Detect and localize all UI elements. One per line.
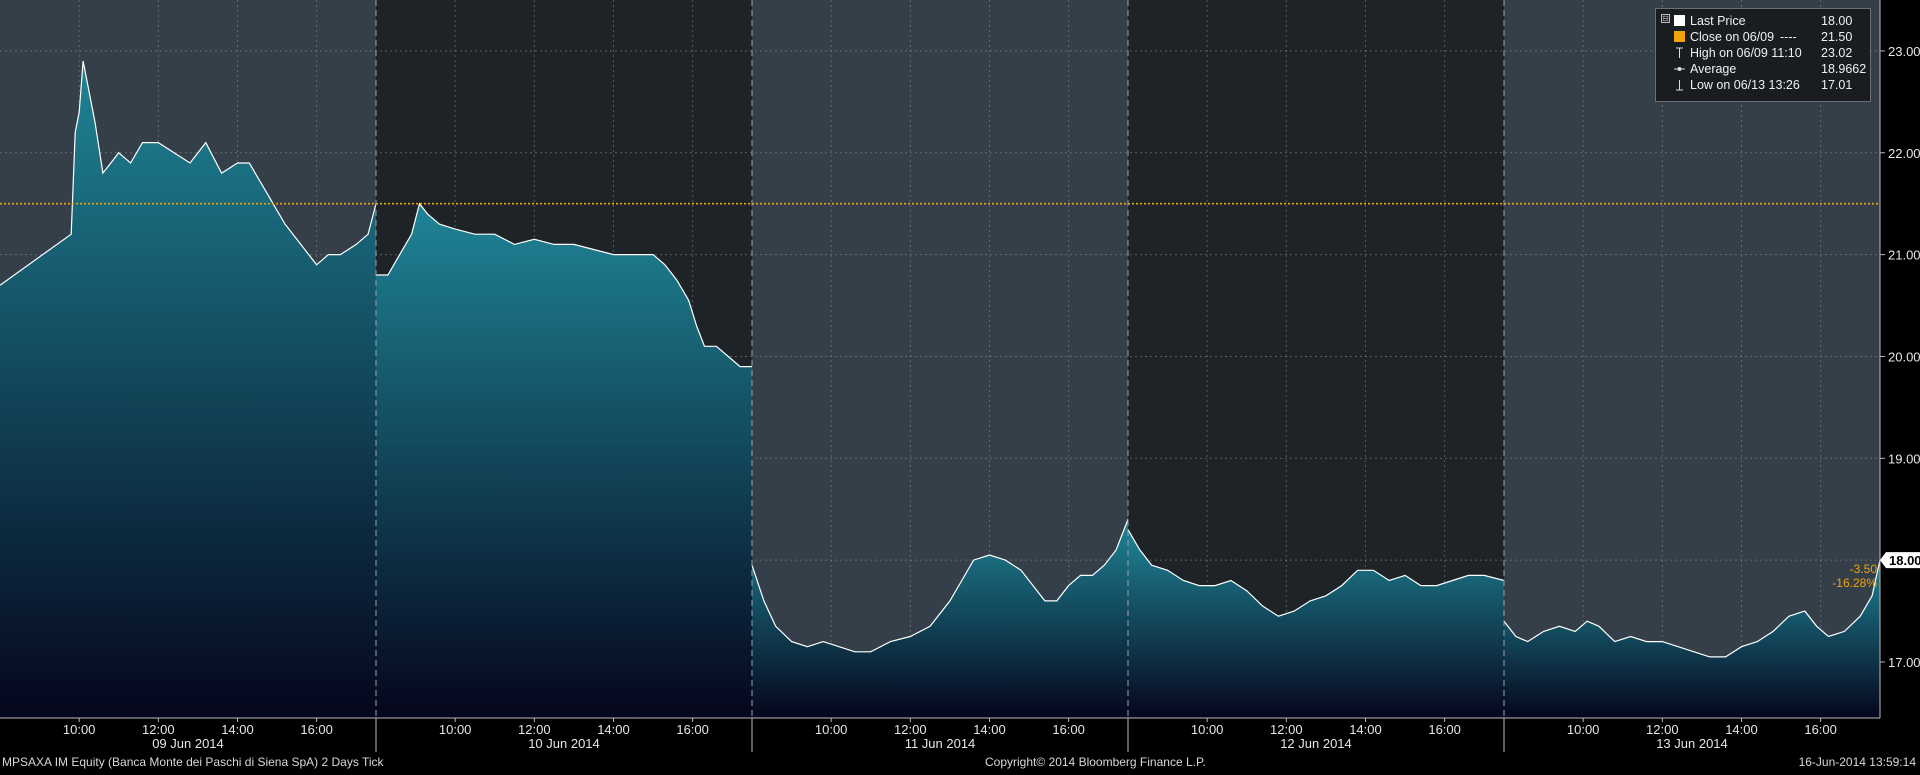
price-line	[376, 202, 752, 368]
legend-value: 23.02	[1821, 46, 1853, 60]
low-marker-icon	[1674, 79, 1685, 91]
day-label: 13 Jun 2014	[1656, 736, 1728, 751]
x-tick-label: 12:00	[142, 722, 175, 737]
x-tick-label: 10:00	[439, 722, 472, 737]
white-square-icon	[1674, 15, 1685, 26]
security-description: MPSAXA IM Equity (Banca Monte dei Paschi…	[2, 755, 384, 769]
day-label: 09 Jun 2014	[152, 736, 224, 751]
price-line	[751, 519, 1129, 653]
legend-label: High on 06/09 11:10	[1690, 46, 1802, 60]
chart-footer: MPSAXA IM Equity (Banca Monte dei Paschi…	[0, 752, 1920, 770]
legend-label: Average	[1690, 62, 1737, 76]
orange-square-icon	[1674, 31, 1685, 42]
y-tick-label: 20.00	[1888, 349, 1920, 364]
day-label: 10 Jun 2014	[528, 736, 600, 751]
legend-item-low: Low on 06/13 13:26 17.01	[1656, 78, 1870, 94]
legend-item-average: Average 18.9662	[1656, 62, 1870, 78]
x-tick-label: 12:00	[518, 722, 551, 737]
x-tick-label: 10:00	[815, 722, 848, 737]
price-line	[1127, 529, 1505, 617]
price-area	[1504, 560, 1880, 718]
x-tick-label: 14:00	[1725, 722, 1758, 737]
price-area	[0, 61, 376, 719]
price-change: -3.50	[1850, 562, 1878, 576]
copyright-text: Copyright© 2014 Bloomberg Finance L.P.	[985, 755, 1206, 769]
high-marker-icon	[1674, 47, 1685, 58]
legend-item-last-price: Last Price 18.00	[1656, 14, 1870, 30]
average-marker-icon	[1674, 63, 1685, 74]
x-tick-label: 12:00	[1270, 722, 1303, 737]
x-tick-label: 16:00	[1428, 722, 1461, 737]
timestamp: 16-Jun-2014 13:59:14	[1798, 755, 1916, 769]
legend-label: Last Price	[1690, 14, 1746, 28]
last-price-tag	[1880, 552, 1920, 569]
legend-value: 21.50	[1821, 30, 1853, 44]
legend-dash: ----	[1780, 30, 1797, 44]
price-change-percent: -16.28%	[1832, 576, 1877, 590]
x-tick-label: 12:00	[894, 722, 927, 737]
y-tick-label: 19.00	[1888, 451, 1920, 466]
x-tick-label: 12:00	[1646, 722, 1679, 737]
x-tick-label: 10:00	[63, 722, 96, 737]
y-axis-panel	[1880, 0, 1920, 752]
y-tick-label: 21.00	[1888, 248, 1920, 263]
last-price-value: 18.00	[1889, 553, 1920, 568]
x-tick-label: 10:00	[1191, 722, 1224, 737]
y-tick-label: 22.00	[1888, 146, 1920, 161]
legend-value: 18.00	[1821, 14, 1853, 28]
x-axis-panel	[0, 718, 1880, 752]
day-label: 11 Jun 2014	[905, 736, 976, 751]
legend-value: 17.01	[1821, 78, 1853, 92]
y-tick-label: 23.00	[1888, 44, 1920, 59]
day-label: 12 Jun 2014	[1280, 736, 1352, 751]
legend-item-high: High on 06/09 11:10 23.02	[1656, 46, 1870, 62]
price-area	[1128, 529, 1504, 718]
x-tick-label: 16:00	[1052, 722, 1085, 737]
x-tick-label: 14:00	[597, 722, 630, 737]
price-line	[0, 60, 377, 286]
day-band	[1504, 0, 1880, 718]
x-tick-label: 16:00	[1804, 722, 1837, 737]
legend-item-close: Close on 06/09 ---- 21.50	[1656, 30, 1870, 46]
x-tick-label: 14:00	[1349, 722, 1382, 737]
x-tick-label: 14:00	[973, 722, 1006, 737]
price-area	[376, 203, 752, 718]
price-line	[1503, 559, 1881, 658]
x-tick-label: 14:00	[221, 722, 254, 737]
x-tick-label: 10:00	[1567, 722, 1600, 737]
legend-collapse-icon[interactable]: ⊟	[1661, 14, 1670, 23]
legend-value: 18.9662	[1821, 62, 1867, 76]
y-tick-label: 17.00	[1888, 655, 1920, 670]
x-tick-label: 16:00	[300, 722, 333, 737]
legend-label: Low on 06/13 13:26	[1690, 78, 1800, 92]
price-area	[752, 519, 1128, 718]
legend-label: Close on 06/09	[1690, 30, 1775, 44]
chart-legend: ⊟ Last Price 18.00 Close on 06/09 ---- 2…	[1655, 8, 1871, 102]
x-tick-label: 16:00	[676, 722, 709, 737]
